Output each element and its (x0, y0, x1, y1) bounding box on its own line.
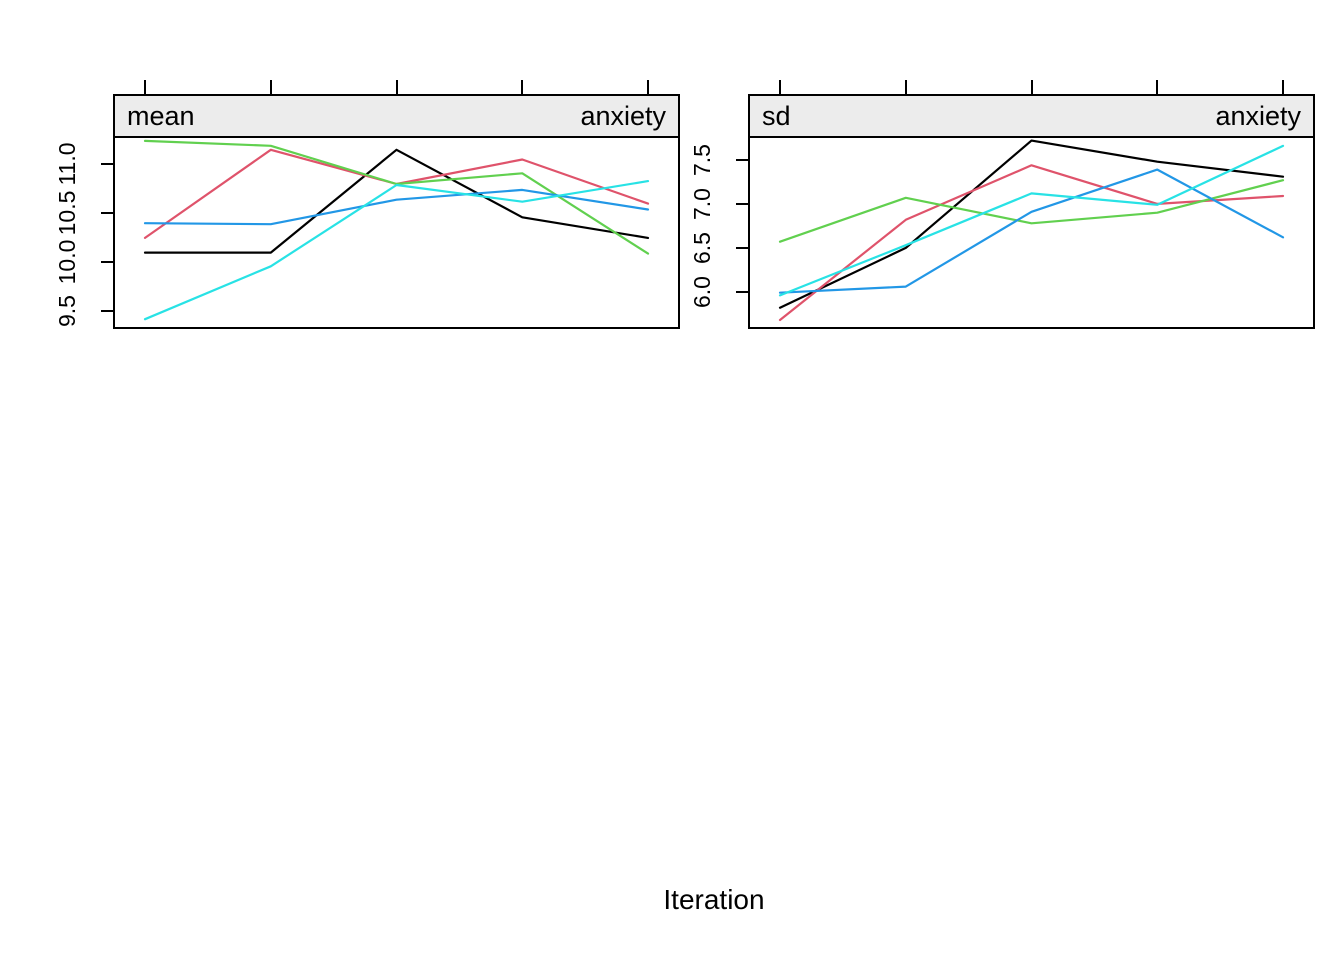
top-axis-tick (1030, 80, 1033, 94)
top-axis-tick (647, 80, 649, 94)
top-axis-tick (779, 80, 781, 94)
top-axis-tick (521, 80, 524, 94)
panel-sd: sd anxiety 6.0 6.5 7.0 7.5 (689, 80, 1315, 329)
trace-line-chain-3 (778, 179, 1285, 243)
top-axis-tick (395, 80, 398, 94)
top-axis-tick (269, 80, 272, 94)
x-axis-title: Iteration (663, 884, 765, 915)
strip-label-variable: anxiety (580, 100, 666, 131)
y-axis-tick (736, 158, 748, 161)
y-axis-tick (736, 290, 748, 293)
top-axis-tick (1156, 80, 1159, 94)
y-axis-tick (736, 246, 748, 249)
trace-line-chain-1 (778, 139, 1285, 309)
y-axis-tick (101, 212, 113, 215)
top-axis-tick (1282, 80, 1284, 94)
top-axis-tick (144, 80, 146, 94)
trace-line-chain-4 (778, 168, 1285, 294)
trace-lines-svg (143, 139, 650, 321)
trace-line-chain-4 (143, 188, 650, 226)
plot-area (748, 138, 1315, 329)
trace-line-chain-1 (143, 148, 650, 254)
y-axis-tick-label: 7.5 (689, 143, 715, 176)
strip-bar: sd anxiety (748, 94, 1315, 138)
strip-label-parameter: sd (762, 100, 791, 131)
y-axis-tick (101, 163, 113, 166)
strip-bar: mean anxiety (113, 94, 680, 138)
trace-line-chain-2 (778, 164, 1285, 322)
y-axis-tick-label: 11.0 (54, 142, 80, 186)
plot-area (113, 138, 680, 329)
trace-lines-svg (778, 139, 1285, 322)
y-axis-tick (101, 261, 113, 264)
trace-line-chain-5 (778, 144, 1285, 297)
top-axis-tick (904, 80, 907, 94)
panel-mean: mean anxiety 9.5 10.0 10.5 11.0 (54, 80, 680, 329)
y-axis-tick (101, 310, 113, 313)
strip-label-variable: anxiety (1215, 100, 1301, 131)
strip-label-parameter: mean (127, 100, 195, 131)
trace-line-chain-5 (143, 179, 650, 321)
y-axis-tick (736, 202, 748, 205)
